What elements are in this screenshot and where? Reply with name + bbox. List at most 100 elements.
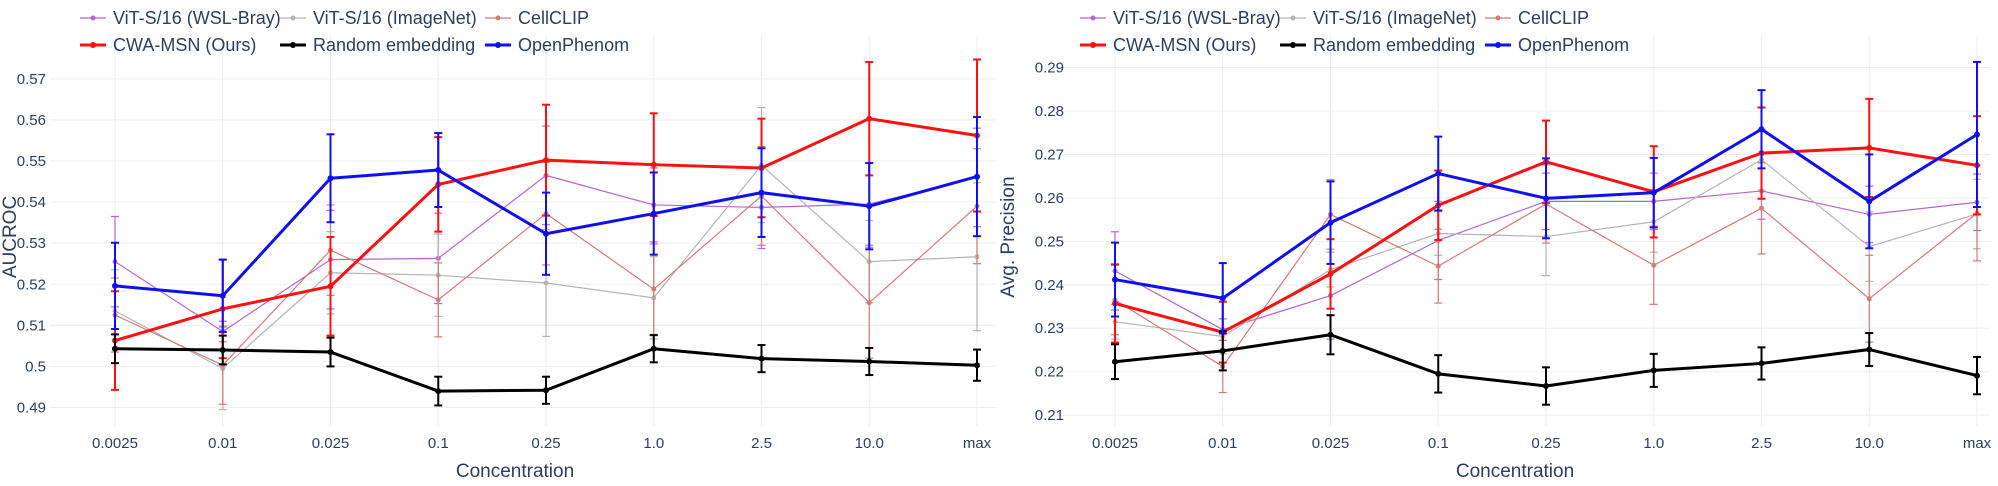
x-tick-label: 0.025 (312, 435, 350, 452)
data-point (1651, 262, 1657, 268)
legend-item-cwa-msn-ours: CWA-MSN (Ours) (1080, 35, 1256, 55)
legend-item-vit-s-16-wsl-bray: ViT-S/16 (WSL-Bray) (80, 8, 281, 28)
data-point (327, 283, 334, 290)
x-tick-label: 10.0 (1855, 435, 1884, 452)
legend-swatch-marker (1290, 15, 1296, 21)
y-tick-label: 0.56 (17, 112, 46, 129)
legend-label: CellCLIP (1518, 8, 1589, 28)
legend-swatch-marker (1495, 15, 1501, 21)
legend-item-cellclip: CellCLIP (485, 8, 589, 28)
legend-swatch-marker (1290, 42, 1296, 48)
x-tick-label: 2.5 (1751, 435, 1772, 452)
data-point (112, 282, 118, 289)
data-point (543, 280, 549, 286)
gridlines (1050, 36, 1990, 426)
y-tick-label: 0.26 (1035, 190, 1064, 207)
legend-swatch-marker (90, 15, 96, 21)
data-point (1866, 346, 1873, 353)
legend-item-openphenom: OpenPhenom (485, 35, 629, 55)
data-point (1435, 170, 1442, 177)
data-point (974, 362, 980, 369)
legend: ViT-S/16 (WSL-Bray) ViT-S/16 (ImageNet) Ce… (80, 8, 629, 55)
y-axis-title: Avg. Precision (998, 176, 1019, 297)
legend-label: ViT-S/16 (ImageNet) (1313, 8, 1477, 28)
x-tick-label: 0.25 (531, 435, 560, 452)
data-point (650, 210, 657, 217)
data-point (1866, 144, 1873, 151)
data-point (1974, 372, 1980, 379)
data-point (1327, 270, 1334, 277)
legend-item-random-embedding: Random embedding (1280, 35, 1475, 55)
data-point (543, 157, 549, 164)
data-point (866, 300, 872, 306)
x-tick-label: 0.025 (1312, 435, 1350, 452)
y-tick-label: 0.55 (17, 153, 46, 170)
legend-item-vit-s-16-wsl-bray: ViT-S/16 (WSL-Bray) (1080, 8, 1281, 28)
data-point (219, 346, 226, 353)
x-tick-label: 0.0025 (1092, 435, 1138, 452)
x-tick-label: 0.01 (1208, 435, 1237, 452)
data-point (650, 345, 657, 352)
data-point (1219, 347, 1226, 354)
data-point (1866, 198, 1873, 205)
y-tick-label: 0.54 (17, 194, 46, 211)
data-point (866, 115, 873, 122)
y-tick-label: 0.24 (1035, 277, 1064, 294)
y-tick-label: 0.22 (1035, 364, 1064, 381)
data-point (866, 203, 873, 210)
legend-label: OpenPhenom (518, 35, 629, 55)
data-point (1112, 276, 1118, 283)
legend-swatch-marker (495, 15, 501, 21)
data-point (1327, 219, 1334, 226)
legend-label: CellCLIP (518, 8, 589, 28)
series-random-embedding (111, 333, 981, 407)
gridlines (50, 36, 996, 426)
x-tick-label: 1.0 (643, 435, 664, 452)
y-tick-label: 0.49 (17, 400, 46, 417)
avg-precision-panel: 0.21 0.22 0.23 0.24 0.25 0.26 0.27 0.28 0.29 0.00… (998, 8, 1992, 482)
data-point (1219, 295, 1226, 302)
data-point (650, 161, 657, 168)
legend-label: ViT-S/16 (ImageNet) (313, 8, 477, 28)
data-point (1435, 370, 1442, 377)
legend-label: Random embedding (313, 35, 475, 55)
legend-item-cellclip: CellCLIP (1485, 8, 1589, 28)
data-point (435, 297, 441, 303)
data-point (1866, 296, 1872, 302)
data-point (219, 292, 226, 299)
legend-swatch-marker (290, 15, 296, 21)
data-point (1543, 383, 1549, 390)
x-tick-label: 0.25 (1531, 435, 1560, 452)
data-point (1759, 205, 1764, 211)
y-tick-label: 0.57 (17, 71, 46, 88)
x-tick-label: 10.0 (855, 435, 884, 452)
series-openphenom (1111, 60, 1981, 335)
legend-swatch-marker (495, 42, 501, 48)
x-tick-label: 2.5 (751, 435, 772, 452)
y-tick-label: 0.29 (1035, 60, 1064, 77)
data-point (435, 167, 442, 174)
data-point (1112, 358, 1118, 365)
x-tick-label: 0.01 (208, 435, 237, 452)
data-point (1435, 263, 1441, 269)
data-point (1758, 360, 1765, 367)
legend-item-openphenom: OpenPhenom (1485, 35, 1629, 55)
y-axis-title: AUCROC (0, 196, 21, 278)
data-point (758, 355, 765, 362)
legend-label: CWA-MSN (Ours) (1113, 35, 1256, 55)
y-tick-label: 0.51 (17, 317, 46, 334)
x-tick-label: max (963, 435, 992, 452)
x-tick-label: 0.1 (428, 435, 449, 452)
data-point (543, 230, 549, 237)
legend-swatch-marker (1090, 15, 1096, 21)
data-point (1758, 126, 1765, 133)
data-point (543, 387, 549, 394)
legend-label: Random embedding (1313, 35, 1475, 55)
legend-item-vit-s-16-imagenet: ViT-S/16 (ImageNet) (280, 8, 477, 28)
x-tick-label: 0.1 (1428, 435, 1449, 452)
y-tick-label: 0.53 (17, 235, 46, 252)
legend-item-random-embedding: Random embedding (280, 35, 475, 55)
legend-item-vit-s-16-imagenet: ViT-S/16 (ImageNet) (1280, 8, 1477, 28)
y-tick-label: 0.27 (1035, 146, 1064, 163)
